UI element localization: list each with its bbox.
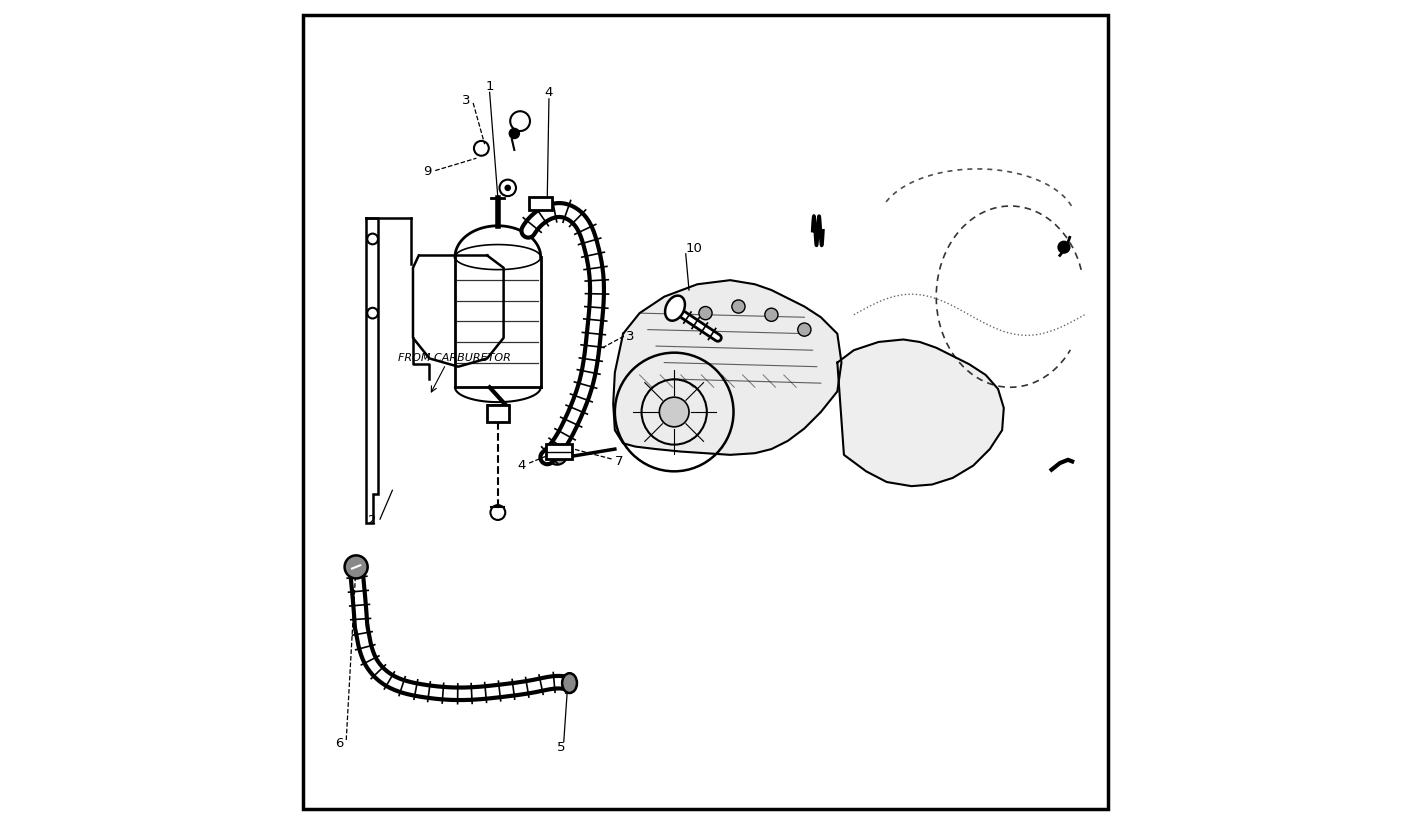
Circle shape xyxy=(732,300,745,313)
Circle shape xyxy=(505,185,511,191)
Circle shape xyxy=(508,128,521,139)
Bar xyxy=(529,197,552,210)
Polygon shape xyxy=(614,280,841,455)
Text: 6: 6 xyxy=(334,737,343,750)
Ellipse shape xyxy=(665,296,684,321)
Text: 5: 5 xyxy=(557,741,566,754)
Text: 4: 4 xyxy=(545,86,553,99)
Circle shape xyxy=(1057,241,1071,254)
Text: 4: 4 xyxy=(518,459,526,472)
Circle shape xyxy=(344,555,368,578)
Text: 3: 3 xyxy=(625,330,634,343)
Bar xyxy=(546,444,571,459)
Circle shape xyxy=(765,308,777,321)
Text: 9: 9 xyxy=(423,165,432,178)
Circle shape xyxy=(797,323,811,336)
Text: 7: 7 xyxy=(615,455,624,468)
Ellipse shape xyxy=(562,673,577,693)
Circle shape xyxy=(547,445,567,465)
Circle shape xyxy=(698,307,713,320)
Text: 2: 2 xyxy=(367,514,375,527)
Circle shape xyxy=(659,397,689,427)
Text: 3: 3 xyxy=(463,94,471,107)
Bar xyxy=(487,405,508,422)
Text: FROM CARBURETOR: FROM CARBURETOR xyxy=(398,353,511,363)
Polygon shape xyxy=(837,339,1003,486)
Text: 1: 1 xyxy=(485,80,494,93)
Text: 10: 10 xyxy=(686,242,703,255)
